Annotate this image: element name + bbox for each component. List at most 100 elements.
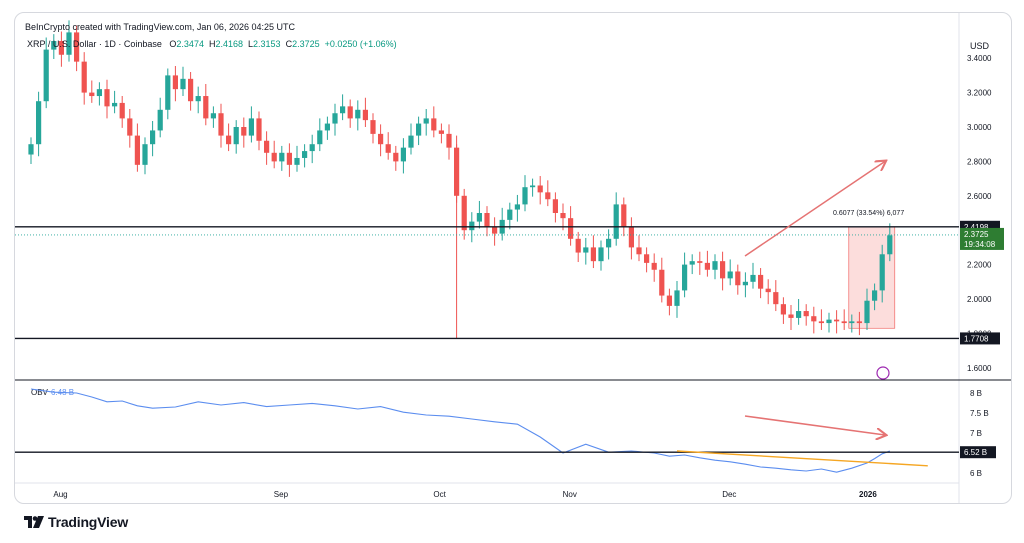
candle xyxy=(697,251,703,275)
candle-body xyxy=(127,118,133,136)
candle-body xyxy=(408,135,414,148)
tradingview-logo[interactable]: TradingView xyxy=(24,512,128,532)
candle xyxy=(355,100,361,131)
candle-body xyxy=(621,204,627,227)
candle xyxy=(302,144,308,168)
candle-body xyxy=(666,295,672,306)
current-price-label: 2.3725 xyxy=(964,230,989,239)
candle-body xyxy=(864,300,870,324)
candle-body xyxy=(172,75,178,90)
candle-body xyxy=(203,96,209,119)
candle-body xyxy=(742,281,748,286)
price-tick-label: 2.0000 xyxy=(967,295,992,304)
countdown-label: 19:34:08 xyxy=(964,240,996,249)
candle xyxy=(872,283,878,311)
candle xyxy=(317,118,323,152)
candle-body xyxy=(134,135,140,165)
candle-body xyxy=(560,213,566,219)
candle-body xyxy=(248,118,254,136)
candle-body xyxy=(150,130,156,145)
candle-body xyxy=(454,147,460,196)
candle xyxy=(773,280,779,312)
candle xyxy=(704,250,710,277)
candle-body xyxy=(628,226,634,248)
candle xyxy=(507,202,513,230)
candle-body xyxy=(712,261,718,270)
candle-body xyxy=(324,123,330,131)
candle xyxy=(446,124,452,160)
candle-body xyxy=(43,49,49,102)
candle-body xyxy=(590,247,596,262)
candle xyxy=(659,257,665,303)
candle-body xyxy=(849,321,855,324)
candle xyxy=(818,309,824,330)
candle xyxy=(758,268,764,299)
candle xyxy=(370,113,376,144)
candle-body xyxy=(74,32,80,62)
candle xyxy=(431,106,437,138)
candle xyxy=(81,52,87,105)
candle-body xyxy=(727,271,733,279)
candle-body xyxy=(659,269,665,296)
candle xyxy=(484,206,490,237)
candle xyxy=(849,314,855,333)
candle xyxy=(66,20,72,62)
candle-body xyxy=(438,130,444,134)
close-value: 2.3725 xyxy=(292,39,320,49)
candle xyxy=(423,108,429,136)
candle-body xyxy=(347,106,353,119)
price-tick-label: 3.4000 xyxy=(967,54,992,63)
obv-tick-label: 6 B xyxy=(970,469,982,478)
candle xyxy=(89,80,95,103)
candle-body xyxy=(788,314,794,318)
candle-body xyxy=(180,78,186,90)
candle-body xyxy=(636,247,642,255)
candle xyxy=(803,304,809,326)
candle-body xyxy=(879,254,885,291)
x-tick-label: Sep xyxy=(274,490,289,499)
candle xyxy=(674,280,680,318)
x-tick-label: Oct xyxy=(433,490,446,499)
candle-body xyxy=(644,254,650,263)
obv-down-arrow xyxy=(744,415,885,435)
candle-body xyxy=(385,144,391,153)
candle xyxy=(454,135,460,203)
candle xyxy=(636,235,642,262)
candle-body xyxy=(697,261,703,263)
candle xyxy=(499,207,505,241)
candle-body xyxy=(507,209,513,220)
candle xyxy=(514,194,520,222)
price-axis-unit: USD xyxy=(970,41,990,51)
candle xyxy=(530,178,536,197)
candle xyxy=(332,103,338,136)
candle-body xyxy=(841,321,847,324)
candle-body xyxy=(758,274,764,289)
candle-body xyxy=(89,92,95,97)
symbol-legend[interactable]: XRP / U.S. Dollar · 1D · Coinbase O2.347… xyxy=(27,39,397,49)
candle-body xyxy=(104,89,110,107)
candle xyxy=(606,229,612,260)
candle xyxy=(590,235,596,269)
candle xyxy=(309,134,315,164)
highlight-range-box xyxy=(848,226,896,329)
candle-body xyxy=(765,288,771,293)
candle xyxy=(180,66,186,97)
candle-body xyxy=(796,311,802,318)
obv-level-tag xyxy=(960,446,996,459)
candle xyxy=(119,96,125,128)
candle-body xyxy=(682,264,688,291)
candle-body xyxy=(826,319,832,324)
candle xyxy=(461,188,467,240)
candle-body xyxy=(340,106,346,114)
candle xyxy=(682,252,688,298)
candle-body xyxy=(58,41,64,55)
candle-body xyxy=(674,290,680,306)
candle-body xyxy=(142,144,148,165)
candle xyxy=(28,137,34,164)
candle-body xyxy=(226,135,232,145)
candle xyxy=(279,145,285,171)
candle-body xyxy=(613,204,619,239)
candle-body xyxy=(780,304,786,315)
candle-body xyxy=(872,290,878,301)
candle xyxy=(378,124,384,157)
